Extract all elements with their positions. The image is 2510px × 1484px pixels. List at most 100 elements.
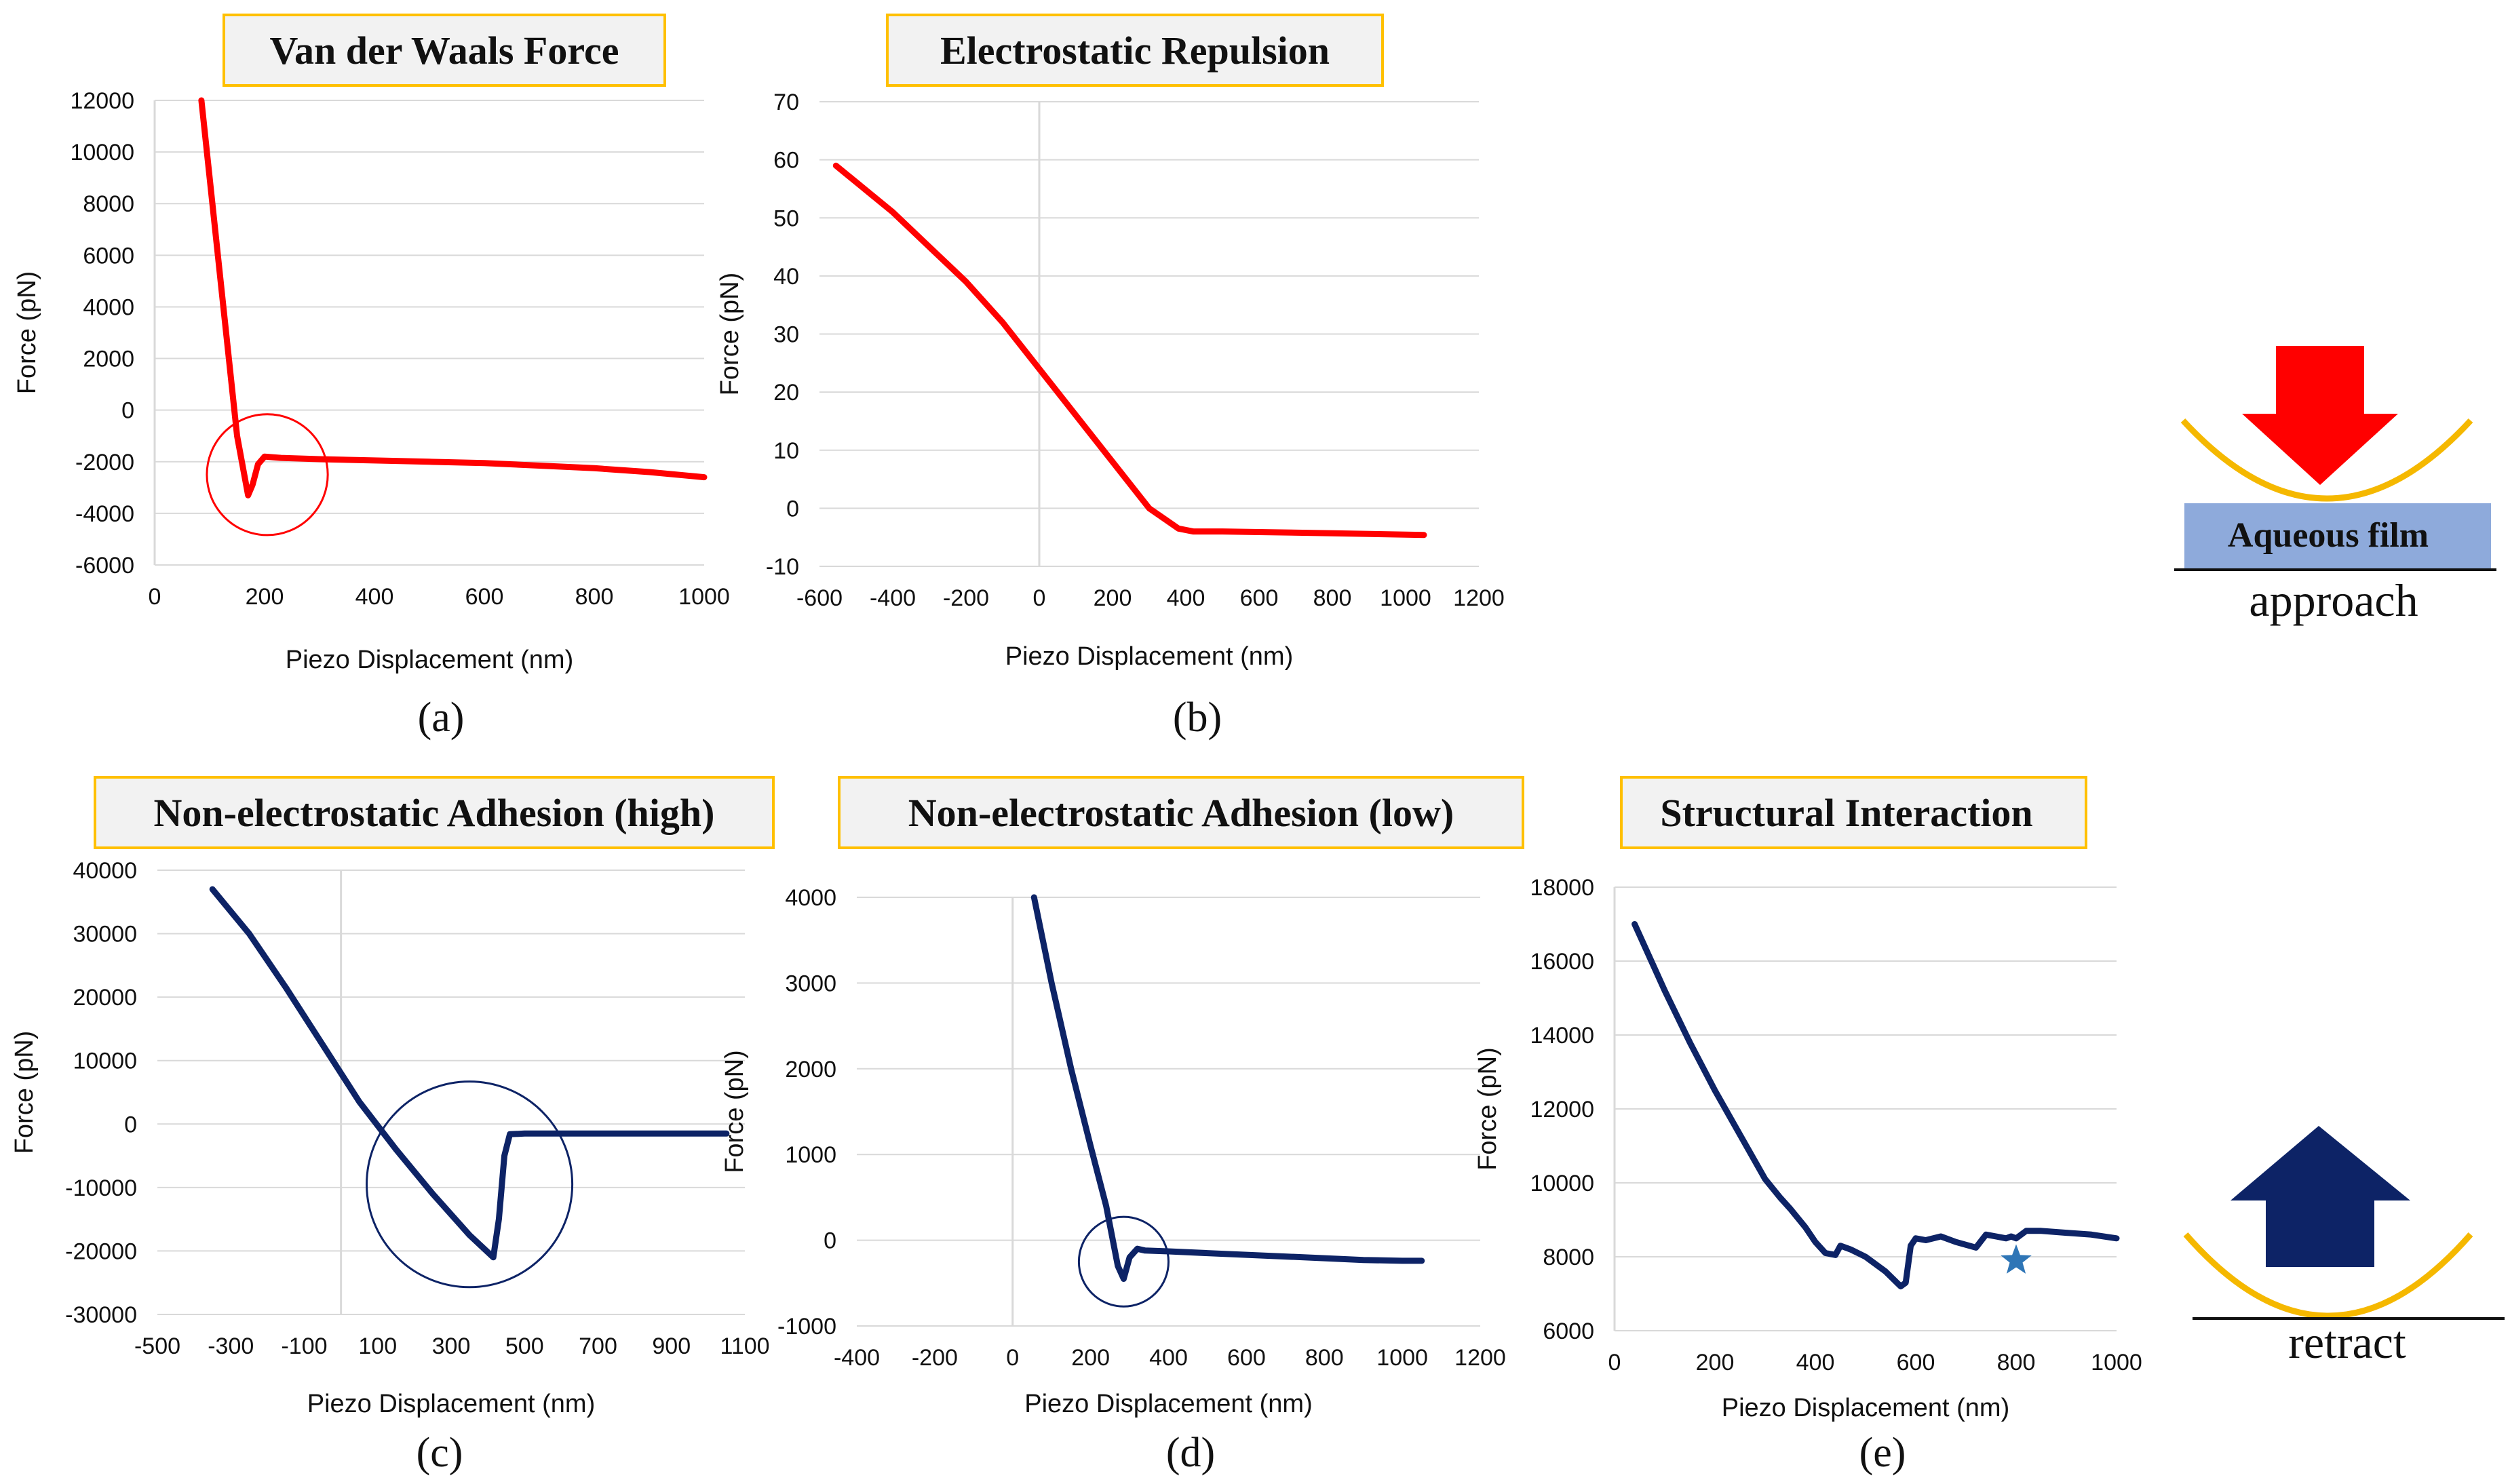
series-line-a-0 (198, 97, 708, 499)
y-tick-label-b-7: 60 (773, 148, 799, 174)
y-axis-label-b: Force (pN) (716, 273, 744, 396)
x-tick-label-a-3: 600 (465, 584, 504, 610)
y-axis-label-e: Force (pN) (1473, 1047, 1502, 1171)
x-tick-label-b-0: -600 (796, 585, 843, 611)
x-tick-label-b-5: 400 (1167, 585, 1205, 611)
y-tick-label-a-2: -2000 (75, 450, 134, 475)
panel-label-a: (a) (418, 695, 465, 741)
aqueous-film (2184, 503, 2491, 568)
x-axis-label-a: Piezo Displacement (nm) (286, 646, 573, 674)
chart-title-c: Non-electrostatic Adhesion (high) (153, 791, 714, 835)
x-tick-label-c-4: 300 (432, 1333, 471, 1359)
title-box-e: Structural Interaction (1620, 776, 2087, 849)
approach-label: approach (2249, 574, 2418, 626)
y-tick-label-a-6: 6000 (83, 243, 134, 269)
highlight-circle-d (1077, 1215, 1170, 1308)
y-tick-label-d-4: 3000 (785, 971, 836, 996)
series-line-b-0 (832, 162, 1427, 539)
x-tick-label-d-3: 200 (1071, 1345, 1110, 1371)
x-tick-label-e-4: 800 (1997, 1350, 2036, 1375)
x-tick-label-c-6: 700 (579, 1333, 617, 1359)
x-tick-label-b-1: -400 (870, 585, 916, 611)
x-tick-label-e-2: 400 (1796, 1350, 1835, 1375)
y-tick-label-a-1: -4000 (75, 501, 134, 527)
x-tick-label-d-7: 1000 (1376, 1345, 1428, 1371)
x-tick-label-c-1: -300 (208, 1333, 254, 1359)
x-tick-label-a-2: 400 (355, 584, 394, 610)
y-tick-label-b-6: 50 (773, 206, 799, 231)
panel-label-d: (d) (1166, 1430, 1215, 1476)
retract-label: retract (2288, 1316, 2406, 1368)
retract-arrow-icon (2231, 1126, 2410, 1267)
panel-label-c: (c) (417, 1430, 463, 1476)
x-tick-label-a-4: 800 (575, 584, 614, 610)
series-line-c-0 (209, 886, 730, 1261)
approach-legend: Aqueous film approach (2174, 346, 2496, 626)
y-tick-label-b-3: 20 (773, 380, 799, 406)
x-tick-label-b-8: 1000 (1380, 585, 1431, 611)
y-tick-label-b-1: 0 (786, 496, 799, 522)
y-tick-label-a-5: 4000 (83, 294, 134, 320)
y-tick-label-d-3: 2000 (785, 1057, 836, 1082)
retract-cup (2183, 1232, 2473, 1319)
x-tick-label-b-4: 200 (1094, 585, 1132, 611)
y-axis-label-a: Force (pN) (13, 271, 41, 395)
x-tick-label-e-5: 1000 (2091, 1350, 2142, 1375)
chart-b: -10 0 10 20 30 40 50 60 70 -600 -400 -200 0 200 400 600… (716, 90, 1505, 741)
x-tick-label-d-2: 0 (1006, 1345, 1019, 1371)
y-tick-label-a-9: 12000 (70, 88, 134, 114)
y-tick-label-c-3: 0 (124, 1112, 137, 1137)
y-tick-label-e-4: 14000 (1530, 1023, 1594, 1049)
y-tick-label-a-7: 8000 (83, 191, 134, 217)
y-tick-label-e-5: 16000 (1530, 949, 1594, 975)
y-tick-label-c-7: 40000 (73, 858, 137, 884)
y-tick-label-d-2: 1000 (785, 1142, 836, 1168)
x-tick-label-c-5: 500 (505, 1333, 544, 1359)
y-tick-label-d-1: 0 (824, 1228, 836, 1254)
y-tick-label-b-2: 10 (773, 438, 799, 464)
x-tick-label-c-3: 100 (358, 1333, 397, 1359)
y-tick-label-b-0: -10 (766, 554, 799, 580)
panel-label-b: (b) (1173, 695, 1222, 741)
x-tick-label-e-0: 0 (1608, 1350, 1621, 1375)
x-axis-label-b: Piezo Displacement (nm) (1005, 642, 1293, 671)
chart-title-a: Van der Waals Force (269, 28, 619, 73)
chart-title-d: Non-electrostatic Adhesion (low) (908, 791, 1454, 835)
x-axis-label-e: Piezo Displacement (nm) (1722, 1394, 2009, 1422)
x-tick-label-d-6: 800 (1305, 1345, 1344, 1371)
y-axis-label-d: Force (pN) (720, 1050, 749, 1173)
y-tick-label-a-8: 10000 (70, 140, 134, 165)
y-tick-label-d-5: 4000 (785, 885, 836, 911)
title-box-d: Non-electrostatic Adhesion (low) (838, 776, 1524, 849)
y-tick-label-b-5: 40 (773, 264, 799, 290)
x-tick-label-c-7: 900 (652, 1333, 691, 1359)
series-line-d-0 (1030, 894, 1425, 1282)
y-tick-label-e-3: 12000 (1530, 1097, 1594, 1122)
y-tick-label-c-5: 20000 (73, 985, 137, 1011)
x-tick-label-a-0: 0 (149, 584, 161, 610)
chart-d: -1000 0 1000 2000 3000 4000 -400 -200 0 200 400 600… (720, 885, 1506, 1476)
y-tick-label-c-4: 10000 (73, 1049, 137, 1074)
highlight-circle-a (206, 413, 329, 536)
approach-arrow-icon (2242, 346, 2398, 485)
chart-e: 6000 8000 10000 12000 14000 16000 18000 0 200 400… (1473, 875, 2142, 1476)
x-axis-label-d: Piezo Displacement (nm) (1024, 1390, 1312, 1418)
y-tick-label-a-0: -6000 (75, 553, 134, 579)
panel-label-e: (e) (1859, 1430, 1906, 1476)
y-tick-label-a-4: 2000 (83, 347, 134, 372)
title-box-c: Non-electrostatic Adhesion (high) (94, 776, 775, 849)
y-tick-label-d-0: -1000 (777, 1314, 836, 1340)
chart-title-e: Structural Interaction (1660, 791, 2032, 835)
y-tick-label-e-1: 8000 (1543, 1245, 1594, 1270)
x-tick-label-b-7: 800 (1313, 585, 1352, 611)
y-tick-label-e-0: 6000 (1543, 1319, 1594, 1344)
highlight-circle-c (366, 1080, 574, 1289)
x-tick-label-d-1: -200 (912, 1345, 958, 1371)
y-tick-label-c-6: 30000 (73, 922, 137, 948)
x-tick-label-b-6: 600 (1240, 585, 1279, 611)
x-tick-label-e-3: 600 (1897, 1350, 1935, 1375)
film-label: Aqueous film (2228, 516, 2429, 555)
x-tick-label-c-0: -500 (134, 1333, 180, 1359)
series-line-e-0 (1632, 921, 2120, 1290)
